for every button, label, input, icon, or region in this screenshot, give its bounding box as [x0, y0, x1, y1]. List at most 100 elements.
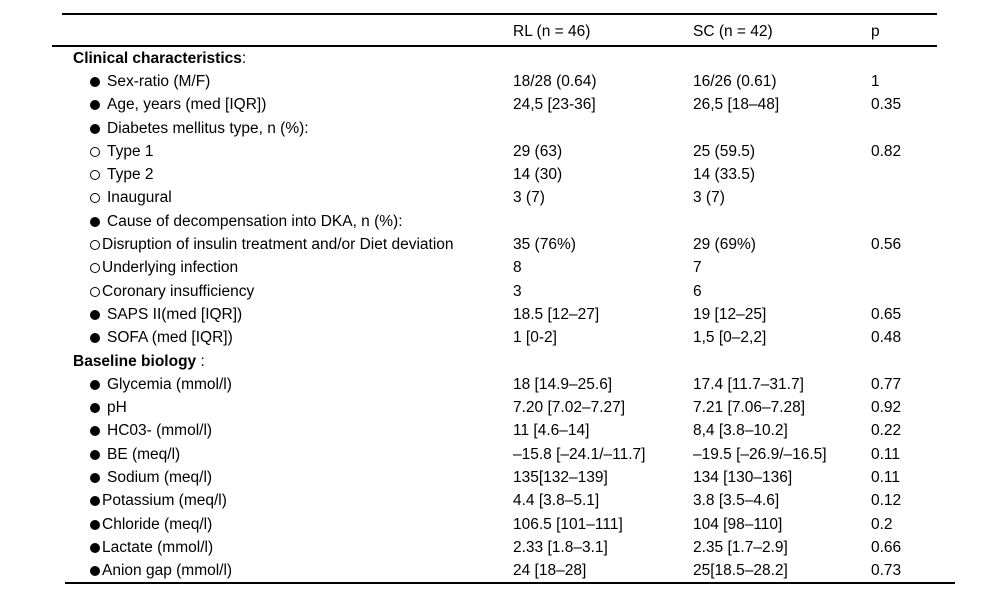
- bullet-open-icon: [90, 146, 100, 157]
- cell-rl: 2.33 [1.8–3.1]: [513, 538, 608, 556]
- cell-sc: 14 (33.5): [693, 166, 756, 184]
- cell-rl: 3: [513, 282, 522, 300]
- bullet-filled-icon: [90, 216, 100, 227]
- cell-p: 0.22: [871, 422, 902, 440]
- cell-sc: 29 (69%): [693, 236, 756, 254]
- bullet-filled-icon: [90, 472, 100, 483]
- header-separator-rule: [52, 45, 937, 47]
- cell-rl: 7.20 [7.02–7.27]: [513, 399, 626, 417]
- row-label: Underlying infection: [62, 259, 513, 277]
- row-label: Diabetes mellitus type, n (%):: [62, 120, 513, 138]
- table-row: Disruption of insulin treatment and/or D…: [62, 233, 972, 256]
- row-label-text: Lactate (mmol/l): [102, 538, 214, 556]
- row-label-text: Sex-ratio (M/F): [107, 72, 211, 90]
- row-label: Age, years (med [IQR]): [62, 96, 513, 114]
- cell-p: 0.56: [871, 236, 902, 254]
- row-label: Coronary insufficiency: [62, 283, 513, 301]
- bullet-filled-icon: [90, 566, 100, 577]
- bullet-filled-icon: [90, 333, 100, 344]
- cell-sc: 25[18.5–28.2]: [693, 562, 788, 580]
- cell-sc: 26,5 [18–48]: [693, 96, 780, 114]
- bullet-filled-icon: [90, 123, 100, 134]
- row-label-text: Potassium (meq/l): [102, 492, 227, 510]
- cell-p: 0.2: [871, 515, 893, 533]
- row-label: Inaugural: [62, 189, 513, 207]
- row-label-text: SAPS II(med [IQR]): [107, 305, 243, 323]
- row-label: Lactate (mmol/l): [62, 539, 513, 557]
- bullet-filled-icon: [90, 76, 100, 87]
- row-label-text: SOFA (med [IQR]): [107, 329, 233, 347]
- cell-rl: 18.5 [12–27]: [513, 305, 600, 323]
- table-row: Type 1 29 (63) 25 (59.5) 0.82: [62, 140, 972, 163]
- bullet-open-icon: [90, 170, 100, 181]
- table-row: pH 7.20 [7.02–7.27] 7.21 [7.06–7.28] 0.92: [62, 396, 972, 419]
- cell-p: 0.11: [871, 468, 901, 486]
- cell-sc: 19 [12–25]: [693, 305, 767, 323]
- row-label-text: Sodium (meq/l): [107, 468, 213, 486]
- cell-rl: 24 [18–28]: [513, 562, 587, 580]
- cell-sc: 6: [693, 282, 702, 300]
- cell-p: 0.35: [871, 96, 902, 114]
- table-row: Inaugural 3 (7) 3 (7): [62, 187, 972, 210]
- row-label-text: Cause of decompensation into DKA, n (%):: [107, 212, 403, 230]
- cell-sc: 17.4 [11.7–31.7]: [693, 375, 804, 393]
- table-row: Sodium (meq/l) 135[132–139] 134 [130–136] 0…: [62, 466, 972, 489]
- row-label: pH: [62, 399, 513, 417]
- column-header-sc: SC (n = 42): [693, 23, 773, 40]
- bullet-filled-icon: [90, 519, 100, 530]
- cell-rl: 135[132–139]: [513, 468, 608, 486]
- bullet-open-icon: [90, 193, 100, 204]
- table-row: Diabetes mellitus type, n (%):: [62, 117, 972, 140]
- cell-p: 0.82: [871, 142, 902, 160]
- cell-sc: 104 [98–110]: [693, 515, 783, 533]
- row-label: Disruption of insulin treatment and/or D…: [62, 236, 513, 254]
- table-row: Lactate (mmol/l) 2.33 [1.8–3.1] 2.35 [1.7–…: [62, 536, 972, 559]
- table-top-rule: [62, 13, 937, 15]
- row-label-text: Type 1: [107, 142, 154, 160]
- column-header-rl: RL (n = 46): [513, 23, 591, 40]
- cell-rl: 11 [4.6–14]: [513, 422, 590, 440]
- row-label-text: Baseline biology: [73, 352, 197, 370]
- cell-rl: 4.4 [3.8–5.1]: [513, 492, 600, 510]
- row-label: SOFA (med [IQR]): [62, 329, 513, 347]
- cell-rl: 8: [513, 259, 522, 277]
- row-label-text: Clinical characteristics: [73, 49, 242, 67]
- table-row: Anion gap (mmol/l) 24 [18–28] 25[18.5–28.2…: [62, 560, 972, 583]
- bullet-filled-icon: [90, 403, 100, 414]
- row-label-text: HC03- (mmol/l): [107, 422, 213, 440]
- row-label-text: Underlying infection: [102, 259, 239, 277]
- row-label-text: Chloride (meq/l): [102, 515, 213, 533]
- table-row: Coronary insufficiency 3 6: [62, 280, 972, 303]
- table-row: Glycemia (mmol/l) 18 [14.9–25.6] 17.4 [11.…: [62, 373, 972, 396]
- table-row: Underlying infection 8 7: [62, 257, 972, 280]
- cell-p: 0.77: [871, 375, 902, 393]
- cell-sc: 25 (59.5): [693, 142, 756, 160]
- cell-sc: 16/26 (0.61): [693, 72, 777, 90]
- bullet-filled-icon: [90, 379, 100, 390]
- row-label-text: Inaugural: [107, 189, 172, 207]
- row-label-text: Age, years (med [IQR]): [107, 96, 267, 114]
- cell-sc: 7.21 [7.06–7.28]: [693, 399, 806, 417]
- cell-p: 0.66: [871, 538, 902, 556]
- bullet-filled-icon: [90, 542, 100, 553]
- bullet-open-icon: [90, 286, 100, 297]
- cell-p: 0.92: [871, 399, 902, 417]
- cell-sc: 2.35 [1.7–2.9]: [693, 538, 788, 556]
- bullet-filled-icon: [90, 449, 100, 460]
- bullet-filled-icon: [90, 426, 100, 437]
- row-label-text: BE (meq/l): [107, 445, 181, 463]
- row-label-text: Disruption of insulin treatment and/or D…: [102, 236, 454, 254]
- column-header-p: p: [871, 23, 880, 40]
- cell-sc: 1,5 [0–2,2]: [693, 329, 767, 347]
- row-label: Sodium (meq/l): [62, 469, 513, 487]
- cell-p: 1: [871, 72, 880, 90]
- cell-rl: 29 (63): [513, 142, 563, 160]
- cell-p: 0.73: [871, 562, 902, 580]
- table-row: Chloride (meq/l) 106.5 [101–111] 104 [98–1…: [62, 513, 972, 536]
- row-label: Chloride (meq/l): [62, 516, 513, 534]
- row-label: SAPS II(med [IQR]): [62, 306, 513, 324]
- bullet-filled-icon: [90, 309, 100, 320]
- table-body: Clinical characteristics: Sex-ratio (M/F)…: [62, 47, 972, 583]
- bullet-open-icon: [90, 240, 100, 251]
- section-header-row: Baseline biology :: [62, 350, 972, 373]
